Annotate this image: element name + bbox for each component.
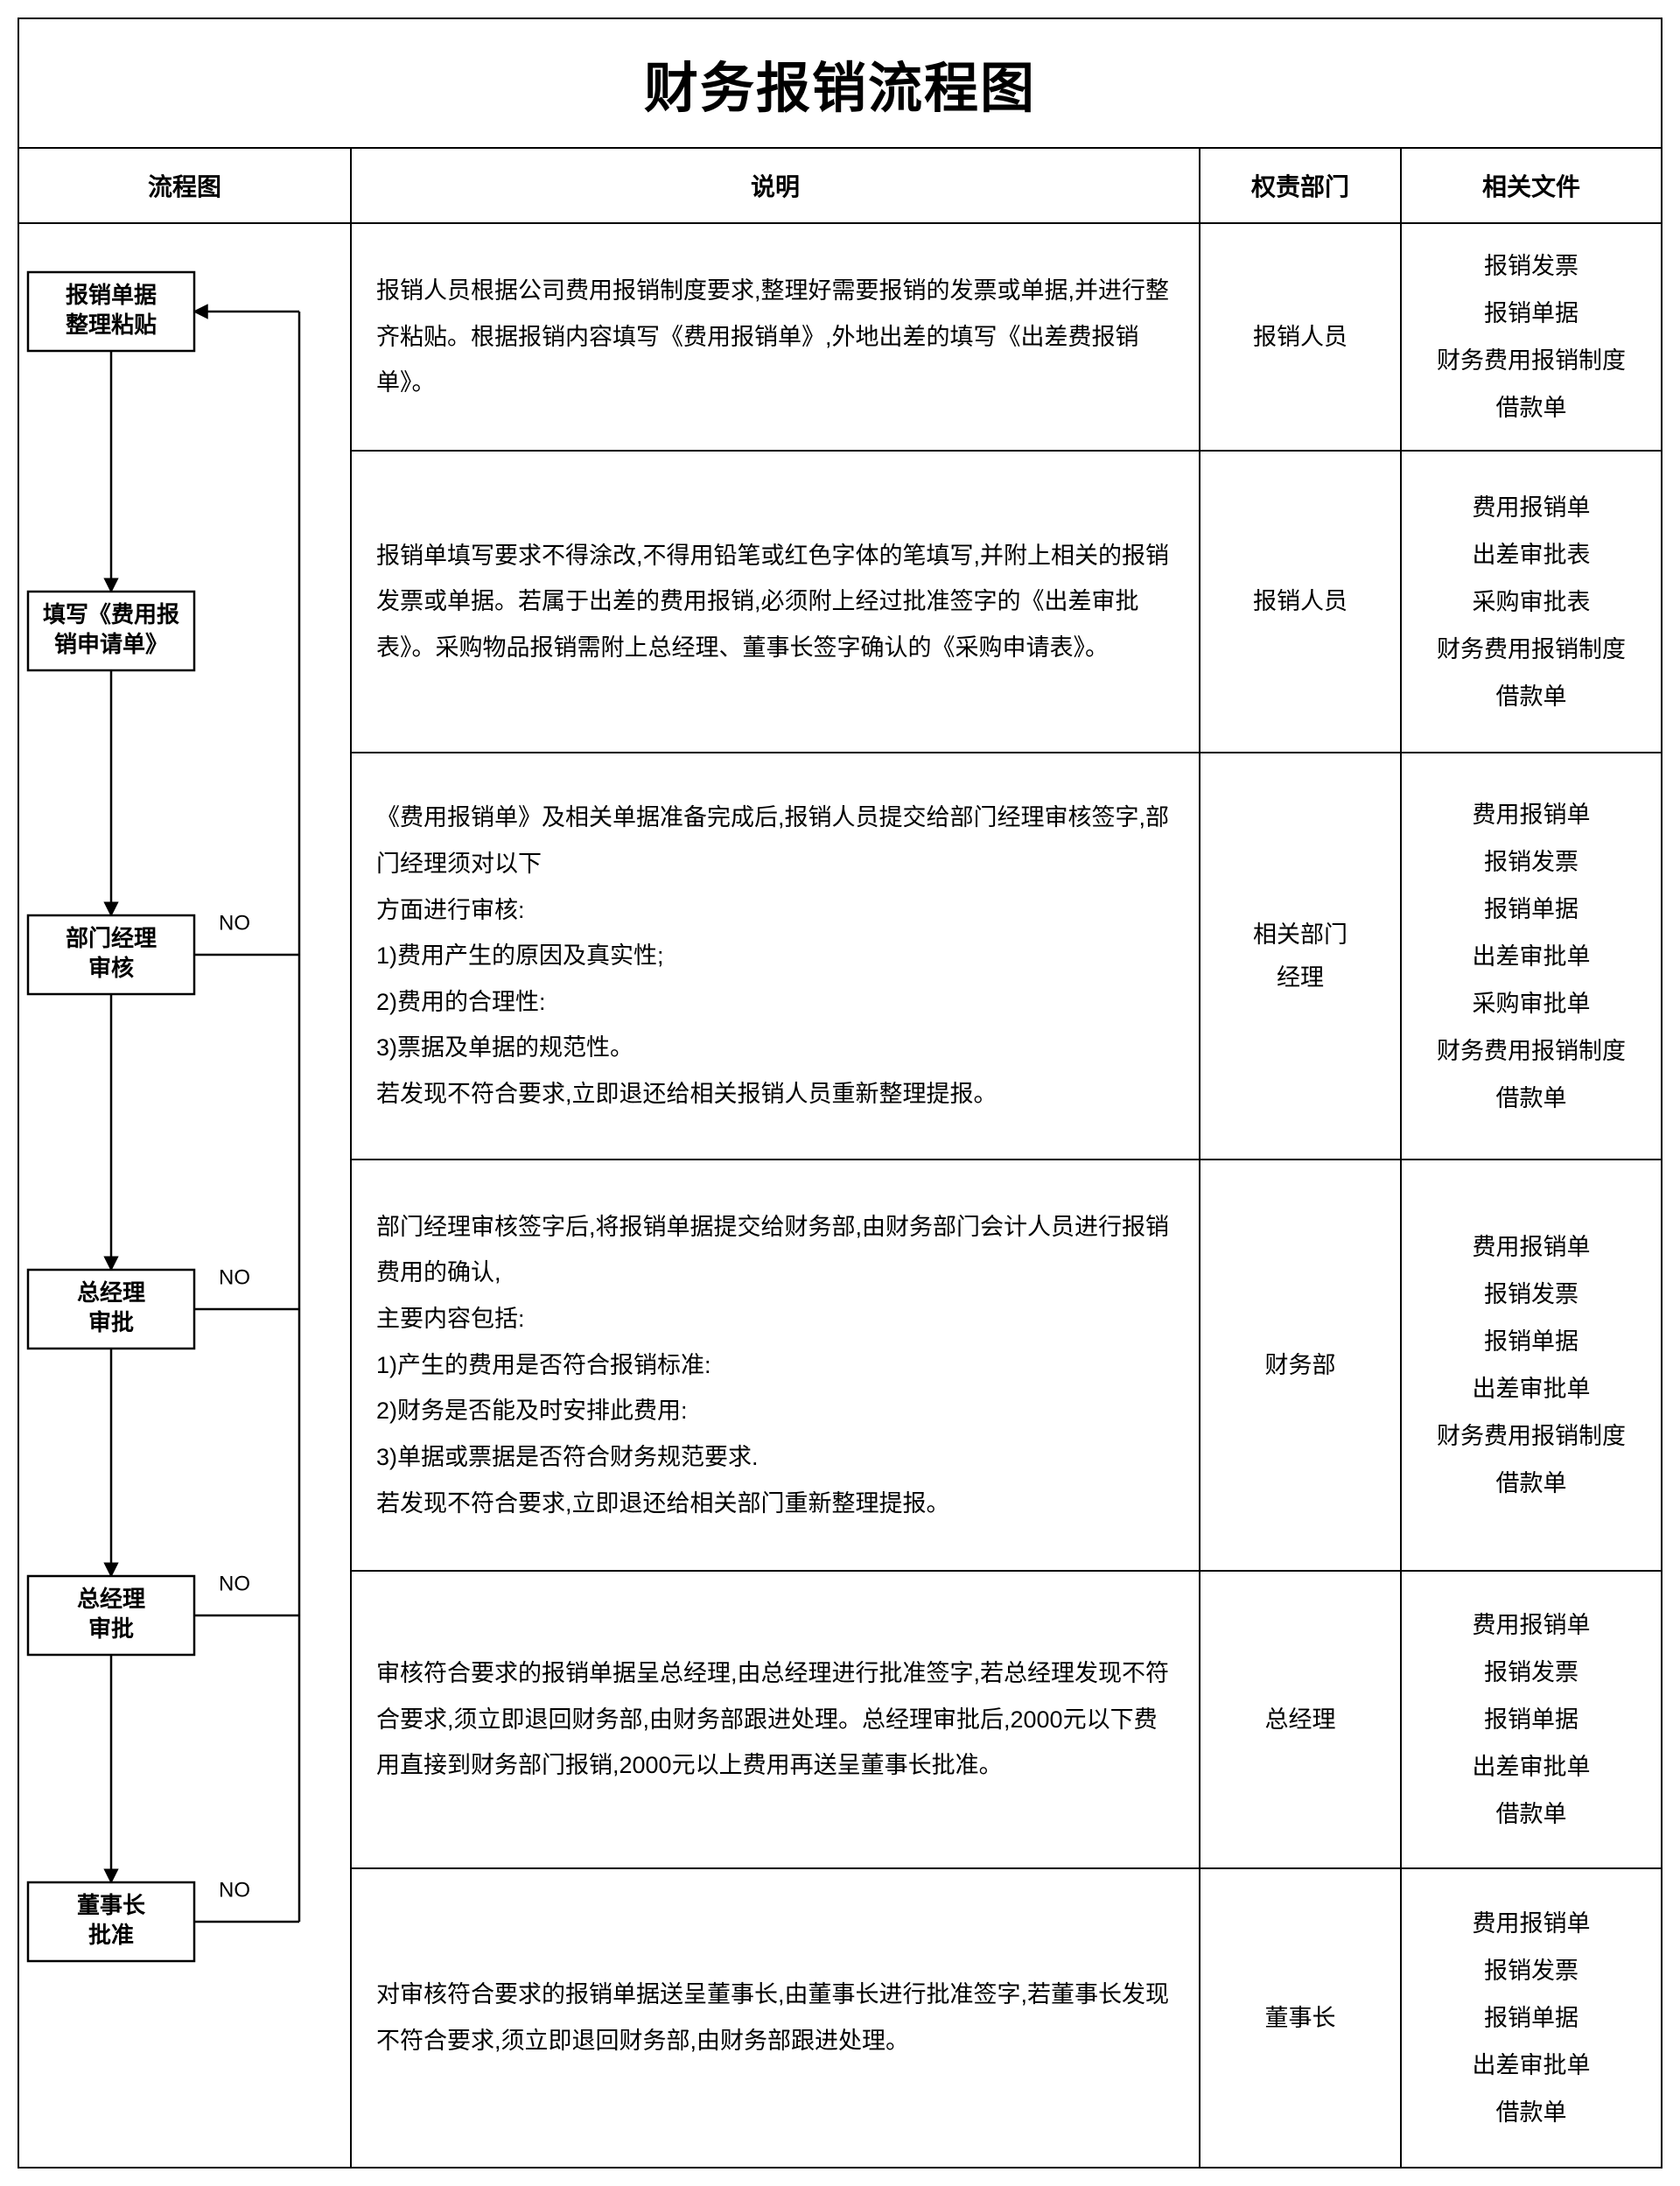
header-docs: 相关文件 [1402,149,1661,222]
dept-cell: 相关部门经理 [1200,753,1402,1159]
header-row: 流程图 说明 权责部门 相关文件 [19,149,1661,224]
docs-cell: 费用报销单报销发票报销单据出差审批单采购审批单财务费用报销制度借款单 [1402,753,1661,1159]
table-row: 部门经理审核签字后,将报销单据提交给财务部,由财务部门会计人员进行报销费用的确认… [352,1160,1661,1572]
title-row: 财务报销流程图 [19,19,1661,149]
docs-cell: 费用报销单报销发票报销单据出差审批单财务费用报销制度借款单 [1402,1160,1661,1570]
svg-text:批准: 批准 [88,1922,134,1948]
dept-cell: 董事长 [1200,1869,1402,2167]
svg-text:NO: NO [219,1265,250,1289]
svg-text:部门经理: 部门经理 [66,925,157,951]
flowchart-cell: NONONONO报销单据整理粘贴填写《费用报销申请单》部门经理审核总经理审批总经… [19,224,352,2167]
docs-cell: 报销发票报销单据财务费用报销制度借款单 [1402,224,1661,450]
header-desc: 说明 [352,149,1200,222]
dept-cell: 报销人员 [1200,452,1402,752]
svg-text:NO: NO [219,911,250,935]
table-row: 《费用报销单》及相关单据准备完成后,报销人员提交给部门经理审核签字,部门经理须对… [352,753,1661,1160]
svg-text:审批: 审批 [88,1309,134,1335]
flowchart-svg: NONONONO报销单据整理粘贴填写《费用报销申请单》部门经理审核总经理审批总经… [19,224,352,2167]
header-dept: 权责部门 [1200,149,1402,222]
desc-cell: 对审核符合要求的报销单据送呈董事长,由董事长进行批准签字,若董事长发现不符合要求… [352,1869,1200,2167]
desc-cell: 报销人员根据公司费用报销制度要求,整理好需要报销的发票或单据,并进行整齐粘贴。根… [352,224,1200,450]
flowchart-container: 财务报销流程图 流程图 说明 权责部门 相关文件 NO NO NO NO 报销单据整理粘… [18,18,1662,2168]
header-flow: 流程图 [19,149,352,222]
desc-cell: 审核符合要求的报销单据呈总经理,由总经理进行批准签字,若总经理发现不符合要求,须… [352,1572,1200,1867]
page-title: 财务报销流程图 [19,44,1661,123]
docs-cell: 费用报销单报销发票报销单据出差审批单借款单 [1402,1869,1661,2167]
table-row: 审核符合要求的报销单据呈总经理,由总经理进行批准签字,若总经理发现不符合要求,须… [352,1572,1661,1869]
data-rows: 报销人员根据公司费用报销制度要求,整理好需要报销的发票或单据,并进行整齐粘贴。根… [352,224,1661,2167]
svg-text:销申请单》: 销申请单》 [54,631,168,657]
svg-text:NO: NO [219,1572,250,1595]
svg-text:总经理: 总经理 [77,1279,145,1306]
svg-text:总经理: 总经理 [77,1586,145,1612]
svg-text:审批: 审批 [88,1615,134,1642]
desc-cell: 部门经理审核签字后,将报销单据提交给财务部,由财务部门会计人员进行报销费用的确认… [352,1160,1200,1570]
svg-text:报销单据: 报销单据 [66,282,157,308]
dept-cell: 总经理 [1200,1572,1402,1867]
svg-text:整理粘贴: 整理粘贴 [66,312,157,338]
desc-cell: 报销单填写要求不得涂改,不得用铅笔或红色字体的笔填写,并附上相关的报销发票或单据… [352,452,1200,752]
dept-cell: 报销人员 [1200,224,1402,450]
desc-cell: 《费用报销单》及相关单据准备完成后,报销人员提交给部门经理审核签字,部门经理须对… [352,753,1200,1159]
table-row: 报销人员根据公司费用报销制度要求,整理好需要报销的发票或单据,并进行整齐粘贴。根… [352,224,1661,452]
table-row: 对审核符合要求的报销单据送呈董事长,由董事长进行批准签字,若董事长发现不符合要求… [352,1869,1661,2167]
svg-text:审核: 审核 [88,955,134,981]
body-row: NONONONO报销单据整理粘贴填写《费用报销申请单》部门经理审核总经理审批总经… [19,224,1661,2167]
dept-cell: 财务部 [1200,1160,1402,1570]
svg-text:填写《费用报: 填写《费用报 [43,601,179,627]
docs-cell: 费用报销单出差审批表采购审批表财务费用报销制度借款单 [1402,452,1661,752]
docs-cell: 费用报销单报销发票报销单据出差审批单借款单 [1402,1572,1661,1867]
table-row: 报销单填写要求不得涂改,不得用铅笔或红色字体的笔填写,并附上相关的报销发票或单据… [352,452,1661,753]
svg-text:NO: NO [219,1878,250,1902]
svg-text:董事长: 董事长 [77,1892,146,1918]
